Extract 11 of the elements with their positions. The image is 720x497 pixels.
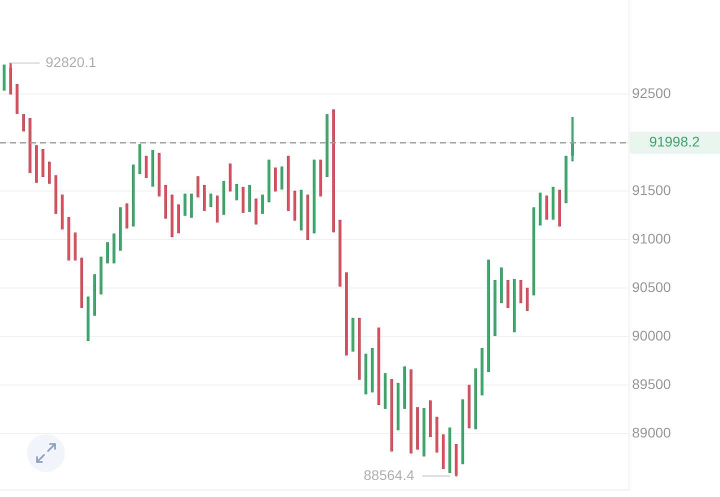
- y-tick-label: 90000: [632, 328, 672, 344]
- y-tick-label: 89000: [632, 424, 672, 441]
- annotation: 88564.4: [364, 466, 414, 483]
- y-tick-label: 92500: [632, 84, 672, 101]
- y-tick-label: 91500: [632, 182, 672, 198]
- annotation: 92820.1: [46, 54, 96, 70]
- y-tick-label: 91000: [632, 230, 672, 247]
- y-tick-label: 89500: [632, 376, 672, 392]
- y-tick-label: 90500: [632, 279, 672, 296]
- candlestick: [571, 117, 574, 162]
- ref-line-label: 91998.2: [649, 134, 700, 150]
